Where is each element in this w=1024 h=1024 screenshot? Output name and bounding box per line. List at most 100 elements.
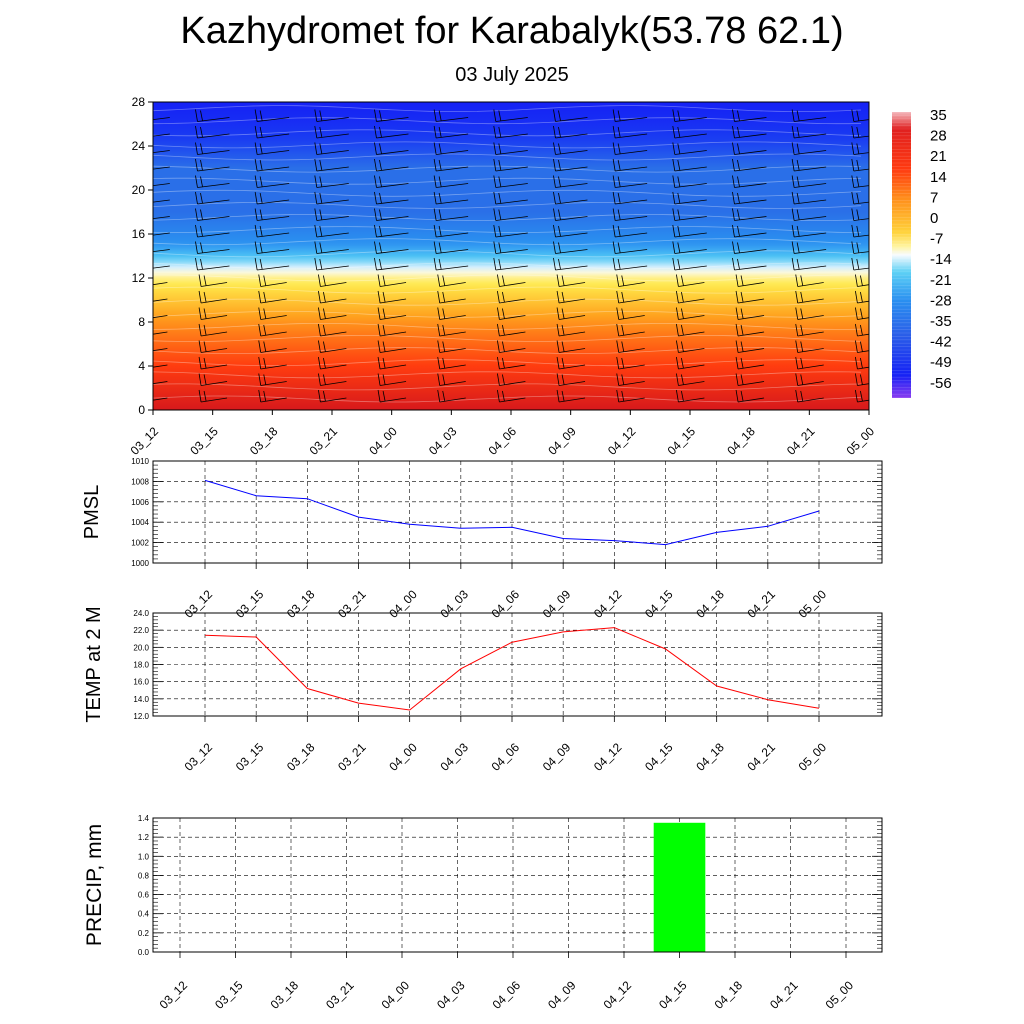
wind-barb — [198, 389, 228, 403]
wind-barb — [433, 208, 469, 221]
wind-barb — [616, 340, 645, 353]
y-tick-label: 0.6 — [138, 891, 150, 900]
colorbar-label: -35 — [930, 313, 952, 330]
wind-barb — [497, 323, 526, 337]
colorbar-label: 7 — [930, 189, 938, 206]
wind-barb — [735, 389, 765, 403]
wind-barb — [318, 274, 347, 287]
wind-barb — [497, 389, 526, 403]
wind-barb — [855, 274, 869, 287]
x-tick-label: 04_12 — [605, 424, 639, 458]
y-tick-label: 14.0 — [133, 695, 149, 704]
wind-barb — [795, 274, 824, 287]
wind-barbs — [153, 109, 869, 403]
wind-barb — [433, 191, 469, 205]
x-tick-label: 03_18 — [268, 978, 302, 1012]
x-tick-label: 04_21 — [744, 740, 778, 774]
x-tick-label: 04_06 — [486, 424, 520, 458]
x-tick-label: 04_03 — [437, 587, 471, 621]
wind-barb — [314, 257, 349, 271]
x-tick-label: 04_03 — [437, 740, 471, 774]
y-tick-label: 0.4 — [138, 910, 150, 919]
wind-barb — [198, 323, 228, 337]
y-tick-label: 1002 — [131, 539, 149, 548]
wind-barb — [791, 257, 827, 271]
wind-barb — [314, 158, 349, 172]
chart-date: 03 July 2025 — [455, 64, 569, 86]
wind-barb — [612, 158, 648, 172]
wind-barb — [616, 356, 645, 370]
x-tick-label: 03_21 — [335, 740, 369, 774]
wind-barb — [153, 183, 170, 187]
colorbar-label: 14 — [930, 169, 947, 186]
x-tick-label: 04_12 — [591, 587, 625, 621]
wind-barb — [676, 323, 705, 337]
y-tick-label: 1000 — [131, 559, 149, 568]
colorbar: 35 28 21 14 7 0 -7 -14 -21 -28 -35 -42 -49 -56 — [892, 107, 952, 398]
wind-barb — [612, 109, 648, 122]
panel-frame — [152, 817, 883, 953]
wind-barb — [791, 241, 827, 254]
wind-barb — [791, 125, 827, 139]
x-tick-label: 04_00 — [366, 424, 400, 458]
wind-barb — [553, 241, 588, 254]
x-tick-label: 04_21 — [784, 424, 818, 458]
colorbar-label: -28 — [930, 292, 952, 309]
wind-barb — [153, 315, 168, 319]
wind-barb — [497, 290, 526, 304]
x-tick-label: 04_03 — [434, 978, 468, 1012]
wind-barb — [374, 257, 409, 271]
wind-barb — [153, 216, 170, 220]
x-tick-label: 03_21 — [335, 587, 369, 621]
wind-barb — [795, 290, 824, 304]
wind-barb — [153, 166, 170, 170]
wind-barb — [195, 191, 230, 205]
wind-barb — [437, 274, 466, 287]
x-tick-label: 03_18 — [247, 424, 281, 458]
wind-barb — [851, 241, 869, 254]
wind-barb — [493, 241, 528, 254]
heatmap-field — [153, 102, 869, 410]
contour-line — [153, 165, 862, 173]
wind-barb — [437, 323, 466, 337]
wind-barb — [855, 307, 869, 320]
wind-barb — [254, 175, 290, 188]
wind-barb — [318, 307, 347, 320]
wind-barb — [437, 389, 466, 403]
wind-barb — [851, 257, 869, 271]
temp-panel: 12.0 14.0 16.0 18.0 20.0 22.0 24.0 03_12 03_15 03… — [83, 606, 883, 774]
wind-barb — [153, 298, 168, 302]
wind-barb — [851, 175, 869, 188]
wind-barb — [732, 175, 767, 188]
x-tick-label: 03_12 — [182, 740, 216, 774]
wind-barb — [374, 208, 409, 221]
pmsl-panel: 1000 1002 1004 1006 1008 1010 03_12 03_15 03_18 0… — [81, 457, 883, 621]
x-tick-label: 03_12 — [157, 978, 191, 1012]
colorbar-label: -56 — [930, 375, 952, 392]
wind-barb — [676, 307, 705, 320]
wind-barb — [735, 340, 765, 353]
x-tick-label: 05_00 — [823, 978, 857, 1012]
contour-line — [153, 129, 862, 137]
wind-barb — [153, 249, 170, 253]
wind-barb — [493, 125, 528, 139]
y-tick-label: 16.0 — [133, 678, 149, 687]
x-tick-label: 03_15 — [212, 978, 246, 1012]
wind-barb — [493, 191, 528, 205]
wind-barb — [153, 117, 170, 121]
wind-barb — [672, 208, 707, 221]
wind-barb — [795, 389, 824, 403]
wind-barb — [153, 381, 168, 385]
wind-barb — [254, 241, 290, 254]
wind-barb — [795, 340, 824, 353]
x-tick-label: 04_15 — [642, 587, 676, 621]
series-line — [204, 627, 820, 711]
wind-barb — [672, 125, 707, 139]
wind-barb — [616, 307, 645, 320]
wind-barb — [791, 175, 827, 188]
wind-barb — [791, 158, 827, 172]
wind-barb — [437, 373, 466, 386]
contour-line — [153, 226, 862, 233]
wind-barb — [314, 191, 349, 205]
wind-barb — [556, 373, 586, 386]
